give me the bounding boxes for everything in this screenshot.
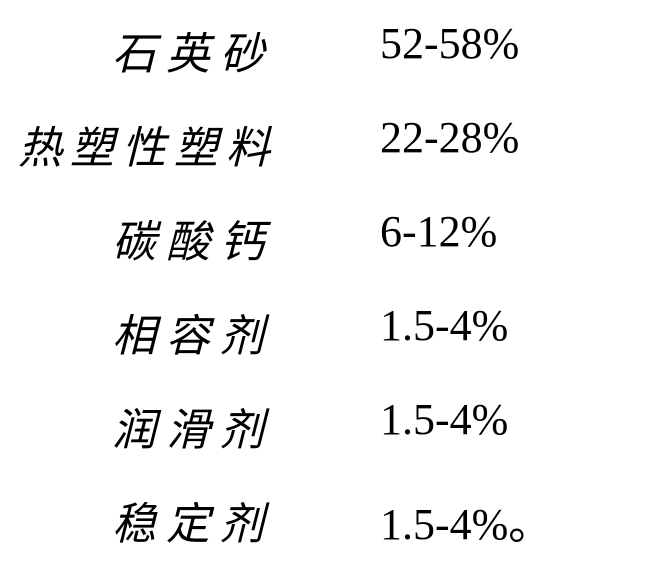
value-suffix: %: [461, 207, 498, 256]
ingredient-label: 稳定剂: [112, 488, 274, 552]
ingredient-value: 6-12%: [380, 206, 497, 257]
ingredient-label: 石英砂: [112, 18, 274, 82]
value-suffix: %: [472, 395, 509, 444]
ingredient-value: 1.5-4%: [380, 300, 508, 351]
ingredient-label: 润滑剂: [112, 394, 274, 458]
ingredient-value: 1.5-4%。: [380, 488, 552, 552]
composition-table: 石英砂 52-58% 热塑性塑料 22-28% 碳酸钙 6-12% 相容剂 1.…: [0, 0, 670, 586]
ingredient-value: 52-58%: [380, 18, 519, 69]
value-suffix: %: [483, 113, 520, 162]
ingredient-value: 22-28%: [380, 112, 519, 163]
value-number: 1.5-4: [380, 395, 472, 444]
value-number: 22-28: [380, 113, 483, 162]
ingredient-label: 热塑性塑料: [18, 112, 278, 176]
value-suffix: %: [472, 301, 509, 350]
value-number: 1.5-4: [380, 301, 472, 350]
ingredient-label: 相容剂: [112, 300, 274, 364]
value-suffix: %。: [472, 500, 553, 549]
value-number: 1.5-4: [380, 500, 472, 549]
ingredient-label: 碳酸钙: [112, 206, 274, 270]
value-number: 6-12: [380, 207, 461, 256]
value-suffix: %: [483, 19, 520, 68]
ingredient-value: 1.5-4%: [380, 394, 508, 445]
value-number: 52-58: [380, 19, 483, 68]
